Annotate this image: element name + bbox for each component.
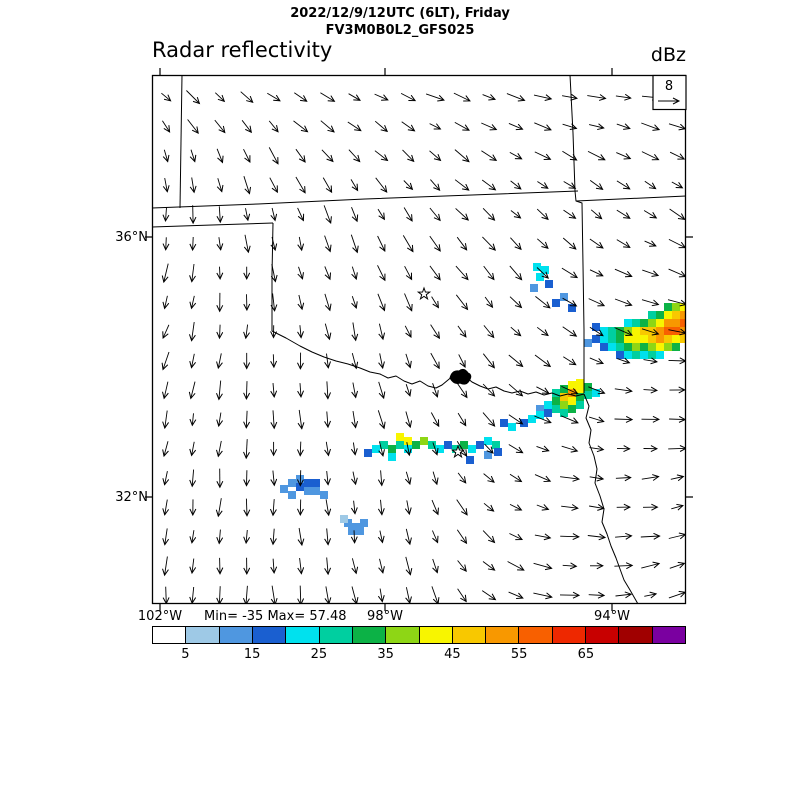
reference-vector-box: 8 (652, 74, 687, 111)
colorbar-segment (419, 627, 453, 643)
lon-label-102w: 102°W (137, 609, 183, 624)
colorbar-segment (552, 627, 587, 643)
colorbar-segment (153, 627, 187, 643)
model-title: FV3M0B0L2_GFS025 (325, 23, 475, 38)
lat-label-32n: 32°N (115, 490, 148, 505)
reference-vector-value: 8 (665, 79, 673, 94)
map-frame (151, 74, 687, 605)
state-border-missouri-arkansas (575, 195, 686, 202)
colorbar-segment (519, 627, 553, 643)
lon-label-98w: 98°W (367, 609, 403, 624)
colorbar-tick-labels: 5 15 25 35 45 55 65 (152, 647, 686, 663)
datetime-title: 2022/12/9/12UTC (6LT), Friday (290, 6, 510, 21)
colorbar-segment (652, 627, 685, 643)
colorbar-segment (252, 627, 287, 643)
units-label: dBz (650, 44, 686, 66)
colorbar-segment (486, 627, 520, 643)
lake-texoma (449, 368, 472, 385)
colorbar-segment (319, 627, 353, 643)
colorbar-segment (286, 627, 320, 643)
colorbar-tick-label: 35 (377, 647, 394, 662)
lon-label-94w: 94°W (594, 609, 630, 624)
colorbar-tick-label: 45 (444, 647, 461, 662)
wind-arrows (161, 90, 686, 604)
city-star-marker (417, 287, 431, 300)
colorbar-tick-label: 55 (510, 647, 528, 662)
colorbar-segment (452, 627, 487, 643)
reference-vector-frame (652, 74, 687, 111)
state-border-east (569, 75, 585, 393)
plot-title: Radar reflectivity (152, 38, 333, 62)
state-borders (152, 75, 686, 604)
state-border-panhandle-south (152, 222, 274, 228)
colorbar (152, 626, 686, 644)
colorbar-segment (219, 627, 253, 643)
state-border-kansas-west (179, 75, 183, 209)
state-border-texas-arkansas-louisiana (583, 393, 639, 604)
colorbar-segment (386, 627, 420, 643)
colorbar-segment (619, 627, 653, 643)
colorbar-tick-label: 65 (577, 647, 595, 662)
colorbar-segment (586, 627, 620, 643)
lat-label-36n: 36°N (115, 230, 148, 245)
map-plot: 8 (145, 68, 693, 611)
stats-text: Min= -35 Max= 57.48 (204, 609, 347, 624)
colorbar-segment (352, 627, 387, 643)
colorbar-tick-label: 15 (243, 647, 261, 662)
red-river (271, 330, 585, 397)
state-border-kansas-oklahoma (152, 190, 579, 209)
colorbar-segment (186, 627, 220, 643)
colorbar-tick-label: 5 (181, 647, 190, 662)
colorbar-tick-label: 25 (310, 647, 328, 662)
map-ticks (145, 68, 693, 611)
